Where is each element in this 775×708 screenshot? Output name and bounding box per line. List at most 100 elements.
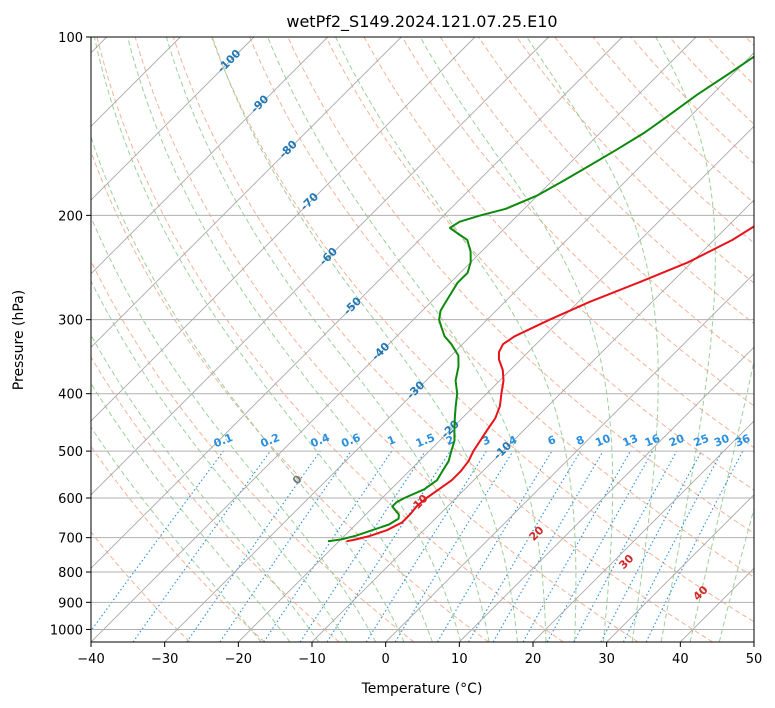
moist-adiabat-line [419, 37, 614, 642]
mixing-ratio-line [91, 450, 224, 632]
isotherm-line [91, 37, 476, 422]
mixing-ratio-label: 36 [733, 432, 752, 450]
isotherm-line [91, 37, 329, 275]
isotherm-line [91, 37, 255, 201]
x-axis: −40 −30 −20 −10 0 10 20 30 40 50 [77, 642, 762, 667]
x-tick-label: −10 [298, 652, 325, 667]
dry-adiabat-line [91, 445, 265, 642]
mixing-ratio-line [263, 450, 393, 642]
moist-adiabat-line [93, 37, 433, 642]
isotherm-line [532, 420, 754, 642]
mixing-ratio-label: 20 [667, 432, 686, 450]
mixing-ratio-line [522, 450, 631, 642]
mixing-ratio-line [645, 450, 744, 642]
mixing-ratio-label: 2 [444, 433, 456, 448]
y-tick-label: 1000 [50, 623, 83, 638]
x-tick-label: −30 [151, 652, 178, 667]
y-tick-label: 800 [58, 566, 83, 581]
isotherms [91, 37, 754, 642]
mixing-ratio-label: 3 [480, 433, 492, 448]
mixing-ratio-line [573, 450, 678, 642]
mixing-ratio-label: 1 [386, 433, 398, 448]
mixing-ratio-label: 30 [712, 432, 731, 450]
mixing-ratio-line [546, 450, 654, 642]
isotherm-line [385, 273, 754, 642]
isotherm-line [164, 52, 754, 642]
moist-adiabat-line [267, 37, 547, 642]
x-tick-label: 50 [746, 652, 763, 667]
mixing-ratio-label: 25 [692, 432, 711, 450]
isotherm-line [311, 199, 754, 642]
x-axis-label: Temperature (°C) [361, 681, 483, 697]
dry-adiabat-line [439, 37, 754, 366]
mixing-ratio-line [186, 450, 321, 642]
dry-adiabats [91, 37, 754, 642]
moist-adiabat-line [165, 37, 490, 642]
mixing-ratio-line [326, 450, 451, 642]
moist-adiabat-line [689, 358, 754, 642]
dry-adiabat-line [91, 150, 489, 642]
y-tick-label: 700 [58, 532, 83, 547]
moist-adiabat-line [655, 37, 716, 642]
isotherm-line [91, 37, 550, 496]
x-tick-label: 30 [598, 652, 615, 667]
dry-adiabat-line [96, 37, 564, 642]
x-tick-label: 40 [672, 652, 689, 667]
dry-adiabat-line [91, 356, 340, 642]
mixing-ratio-label: 16 [643, 432, 662, 450]
moist-adiabats [91, 37, 754, 642]
moist-adiabat-line [335, 37, 577, 642]
y-tick-label: 400 [58, 388, 83, 403]
y-tick-label: 900 [58, 596, 83, 611]
y-tick-label: 600 [58, 492, 83, 507]
y-tick-label: 500 [58, 445, 83, 460]
moist-adiabat-line [91, 426, 262, 642]
isotherm-line [91, 37, 402, 348]
y-axis: 100 200 300 400 500 600 700 800 900 1000 [50, 31, 91, 638]
temperature-profile-line [346, 225, 754, 543]
mixing-ratio-line [394, 450, 514, 642]
y-tick-label: 300 [58, 314, 83, 329]
mixing-ratio-line [219, 450, 352, 642]
dry-adiabat-line [249, 37, 754, 578]
dry-adiabat-line [211, 37, 754, 623]
mixing-ratio-line [132, 450, 271, 642]
mixing-ratio-lines [91, 450, 744, 642]
dry-adiabat-line [516, 37, 754, 284]
moist-adiabat-line [718, 506, 754, 642]
moist-adiabat-line [127, 37, 462, 642]
x-tick-label: 10 [451, 652, 468, 667]
isotherm-line [606, 494, 754, 642]
isotherm-line [91, 37, 697, 642]
chart-title: wetPf2_S149.2024.121.07.25.E10 [286, 12, 557, 32]
x-tick-label: −40 [77, 652, 104, 667]
dry-adiabat-line [172, 37, 713, 642]
moist-adiabat-line [91, 334, 320, 642]
dry-adiabat-line [91, 531, 191, 642]
mixing-ratio-label: 8 [574, 433, 586, 448]
x-tick-label: 20 [525, 652, 542, 667]
dewpoint-profile-line [327, 55, 754, 543]
x-tick-label: −20 [225, 652, 252, 667]
plot-area: -100-90-80-70-60-50-40-30-20-100.1 0.2 0.4… [91, 37, 754, 642]
x-tick-label: 0 [382, 652, 390, 667]
plot-frame [90, 36, 755, 643]
dry-adiabat-line [134, 37, 639, 642]
isotherm-line [91, 37, 623, 569]
y-tick-label: 100 [58, 31, 83, 46]
y-tick-label: 200 [58, 209, 83, 224]
mixing-ratio-label: 13 [621, 432, 640, 450]
isotherm-line [458, 346, 754, 642]
moist-adiabat-line [211, 37, 518, 642]
mixing-ratio-line [299, 450, 426, 642]
moist-adiabat-line [91, 279, 348, 642]
moist-adiabat-line [91, 215, 377, 642]
mixing-ratio-label: 10 [593, 432, 612, 450]
dry-adiabat-line [401, 37, 754, 407]
isotherm-line [237, 125, 754, 642]
moist-adiabat-line [526, 37, 659, 642]
y-axis-label: Pressure (hPa) [11, 290, 27, 390]
dry-adiabat-line [325, 37, 754, 491]
